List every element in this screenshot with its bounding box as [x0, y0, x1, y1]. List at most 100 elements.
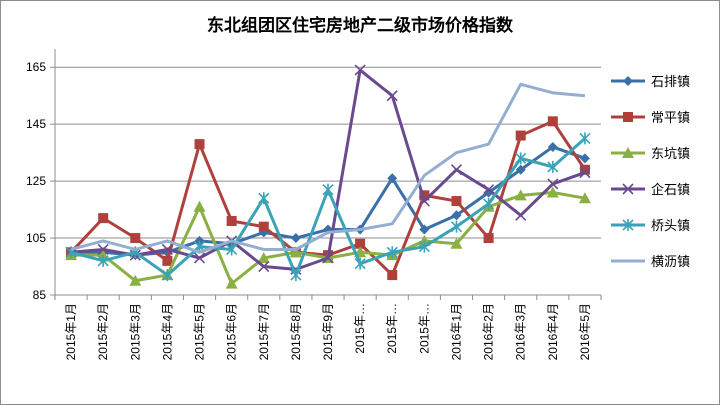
data-point [354, 64, 366, 76]
data-point [483, 184, 495, 196]
data-point [130, 233, 141, 244]
data-point [387, 270, 398, 281]
x-tick-label: 2015年4月 [160, 303, 174, 360]
legend-swatch-marker [622, 183, 634, 195]
data-point [97, 254, 109, 267]
legend-item: 石排镇 [611, 75, 690, 90]
data-point [450, 164, 463, 176]
legend-label: 横沥镇 [651, 255, 690, 270]
data-point [546, 186, 559, 198]
x-tick-label: 2015年2月 [96, 303, 110, 360]
data-point [514, 189, 527, 201]
chart-title: 东北组团区住宅房地产二级市场价格指数 [207, 15, 514, 36]
data-point [483, 233, 494, 244]
y-tick-label: 105 [26, 231, 46, 245]
data-point [579, 153, 590, 164]
data-point [418, 195, 430, 207]
data-point [515, 130, 526, 141]
data-point [418, 240, 430, 253]
data-point [515, 152, 527, 165]
legend-swatch-marker [623, 112, 633, 122]
legend-item: 企石镇 [611, 182, 690, 198]
data-point [483, 197, 495, 210]
legend-swatch-marker [622, 219, 634, 231]
legend-swatch-marker [623, 76, 633, 86]
x-tick-label: 2015年3月 [128, 303, 142, 360]
data-point [419, 190, 430, 201]
data-point [161, 243, 173, 256]
x-tick-label: 2015年… [385, 303, 399, 354]
x-tick-label: 2016年5月 [578, 303, 592, 360]
data-point [322, 252, 334, 264]
series-line [70, 82, 586, 254]
data-point [161, 269, 173, 282]
x-tick-label: 2015年9月 [321, 303, 335, 360]
data-point [193, 200, 206, 212]
data-point [579, 132, 591, 145]
data-point [450, 220, 463, 233]
legend-label: 石排镇 [651, 75, 690, 90]
series-line [70, 68, 586, 271]
data-point [322, 183, 334, 196]
data-point [579, 167, 591, 179]
legend-item: 东坑镇 [611, 147, 690, 162]
data-point [129, 274, 142, 286]
data-point [547, 141, 558, 152]
data-point [387, 173, 398, 184]
legend-item: 常平镇 [611, 111, 690, 126]
data-point [162, 255, 173, 266]
data-point [98, 213, 109, 224]
legend-swatch-marker [622, 147, 634, 158]
legend-label: 东坑镇 [651, 147, 690, 162]
data-point [451, 210, 462, 221]
data-point [258, 260, 270, 273]
data-point [547, 178, 559, 190]
data-point [194, 139, 205, 150]
x-tick-label: 2015年5月 [193, 303, 207, 360]
data-point [386, 246, 398, 259]
data-point [354, 257, 366, 270]
data-point [97, 243, 109, 256]
y-tick-label: 165 [26, 60, 46, 74]
legend-label: 桥头镇 [651, 219, 690, 234]
x-tick-label: 2016年2月 [482, 303, 496, 360]
data-point [386, 90, 398, 102]
legend-label: 企石镇 [651, 182, 690, 198]
series-6 [70, 82, 586, 254]
data-point [578, 192, 591, 204]
x-tick-label: 2016年3月 [514, 303, 528, 360]
data-point [355, 238, 366, 249]
data-point [450, 237, 463, 249]
axes [54, 49, 601, 296]
x-tick-label: 2015年7月 [257, 303, 271, 360]
data-point [547, 160, 559, 173]
x-axis-ticks: 2015年1月 2015年2月 2015年3月 2015年4月 2015年5月 2015年… [54, 295, 602, 360]
y-tick-label: 145 [26, 117, 46, 131]
data-point [258, 221, 269, 232]
data-point [289, 246, 302, 258]
x-tick-label: 2015年… [417, 303, 431, 354]
y-axis-ticks: 165 145 125 105 85 [26, 60, 55, 302]
series-5 [65, 132, 591, 282]
x-tick-label: 2016年1月 [449, 303, 463, 360]
data-point [226, 243, 238, 256]
data-point [258, 192, 270, 205]
data-point [257, 251, 270, 263]
data-point [225, 277, 238, 289]
legend-item: 桥头镇 [611, 219, 690, 234]
data-point [547, 116, 558, 127]
data-point [226, 215, 237, 226]
x-tick-label: 2015年8月 [289, 303, 303, 360]
legend-item: 横沥镇 [611, 255, 690, 270]
data-point [419, 224, 430, 235]
y-tick-label: 85 [33, 288, 47, 302]
series-1 [66, 141, 590, 261]
series-group [65, 64, 591, 289]
data-point [451, 196, 462, 207]
data-point [515, 209, 527, 221]
data-point [515, 164, 526, 175]
data-point [290, 233, 301, 244]
